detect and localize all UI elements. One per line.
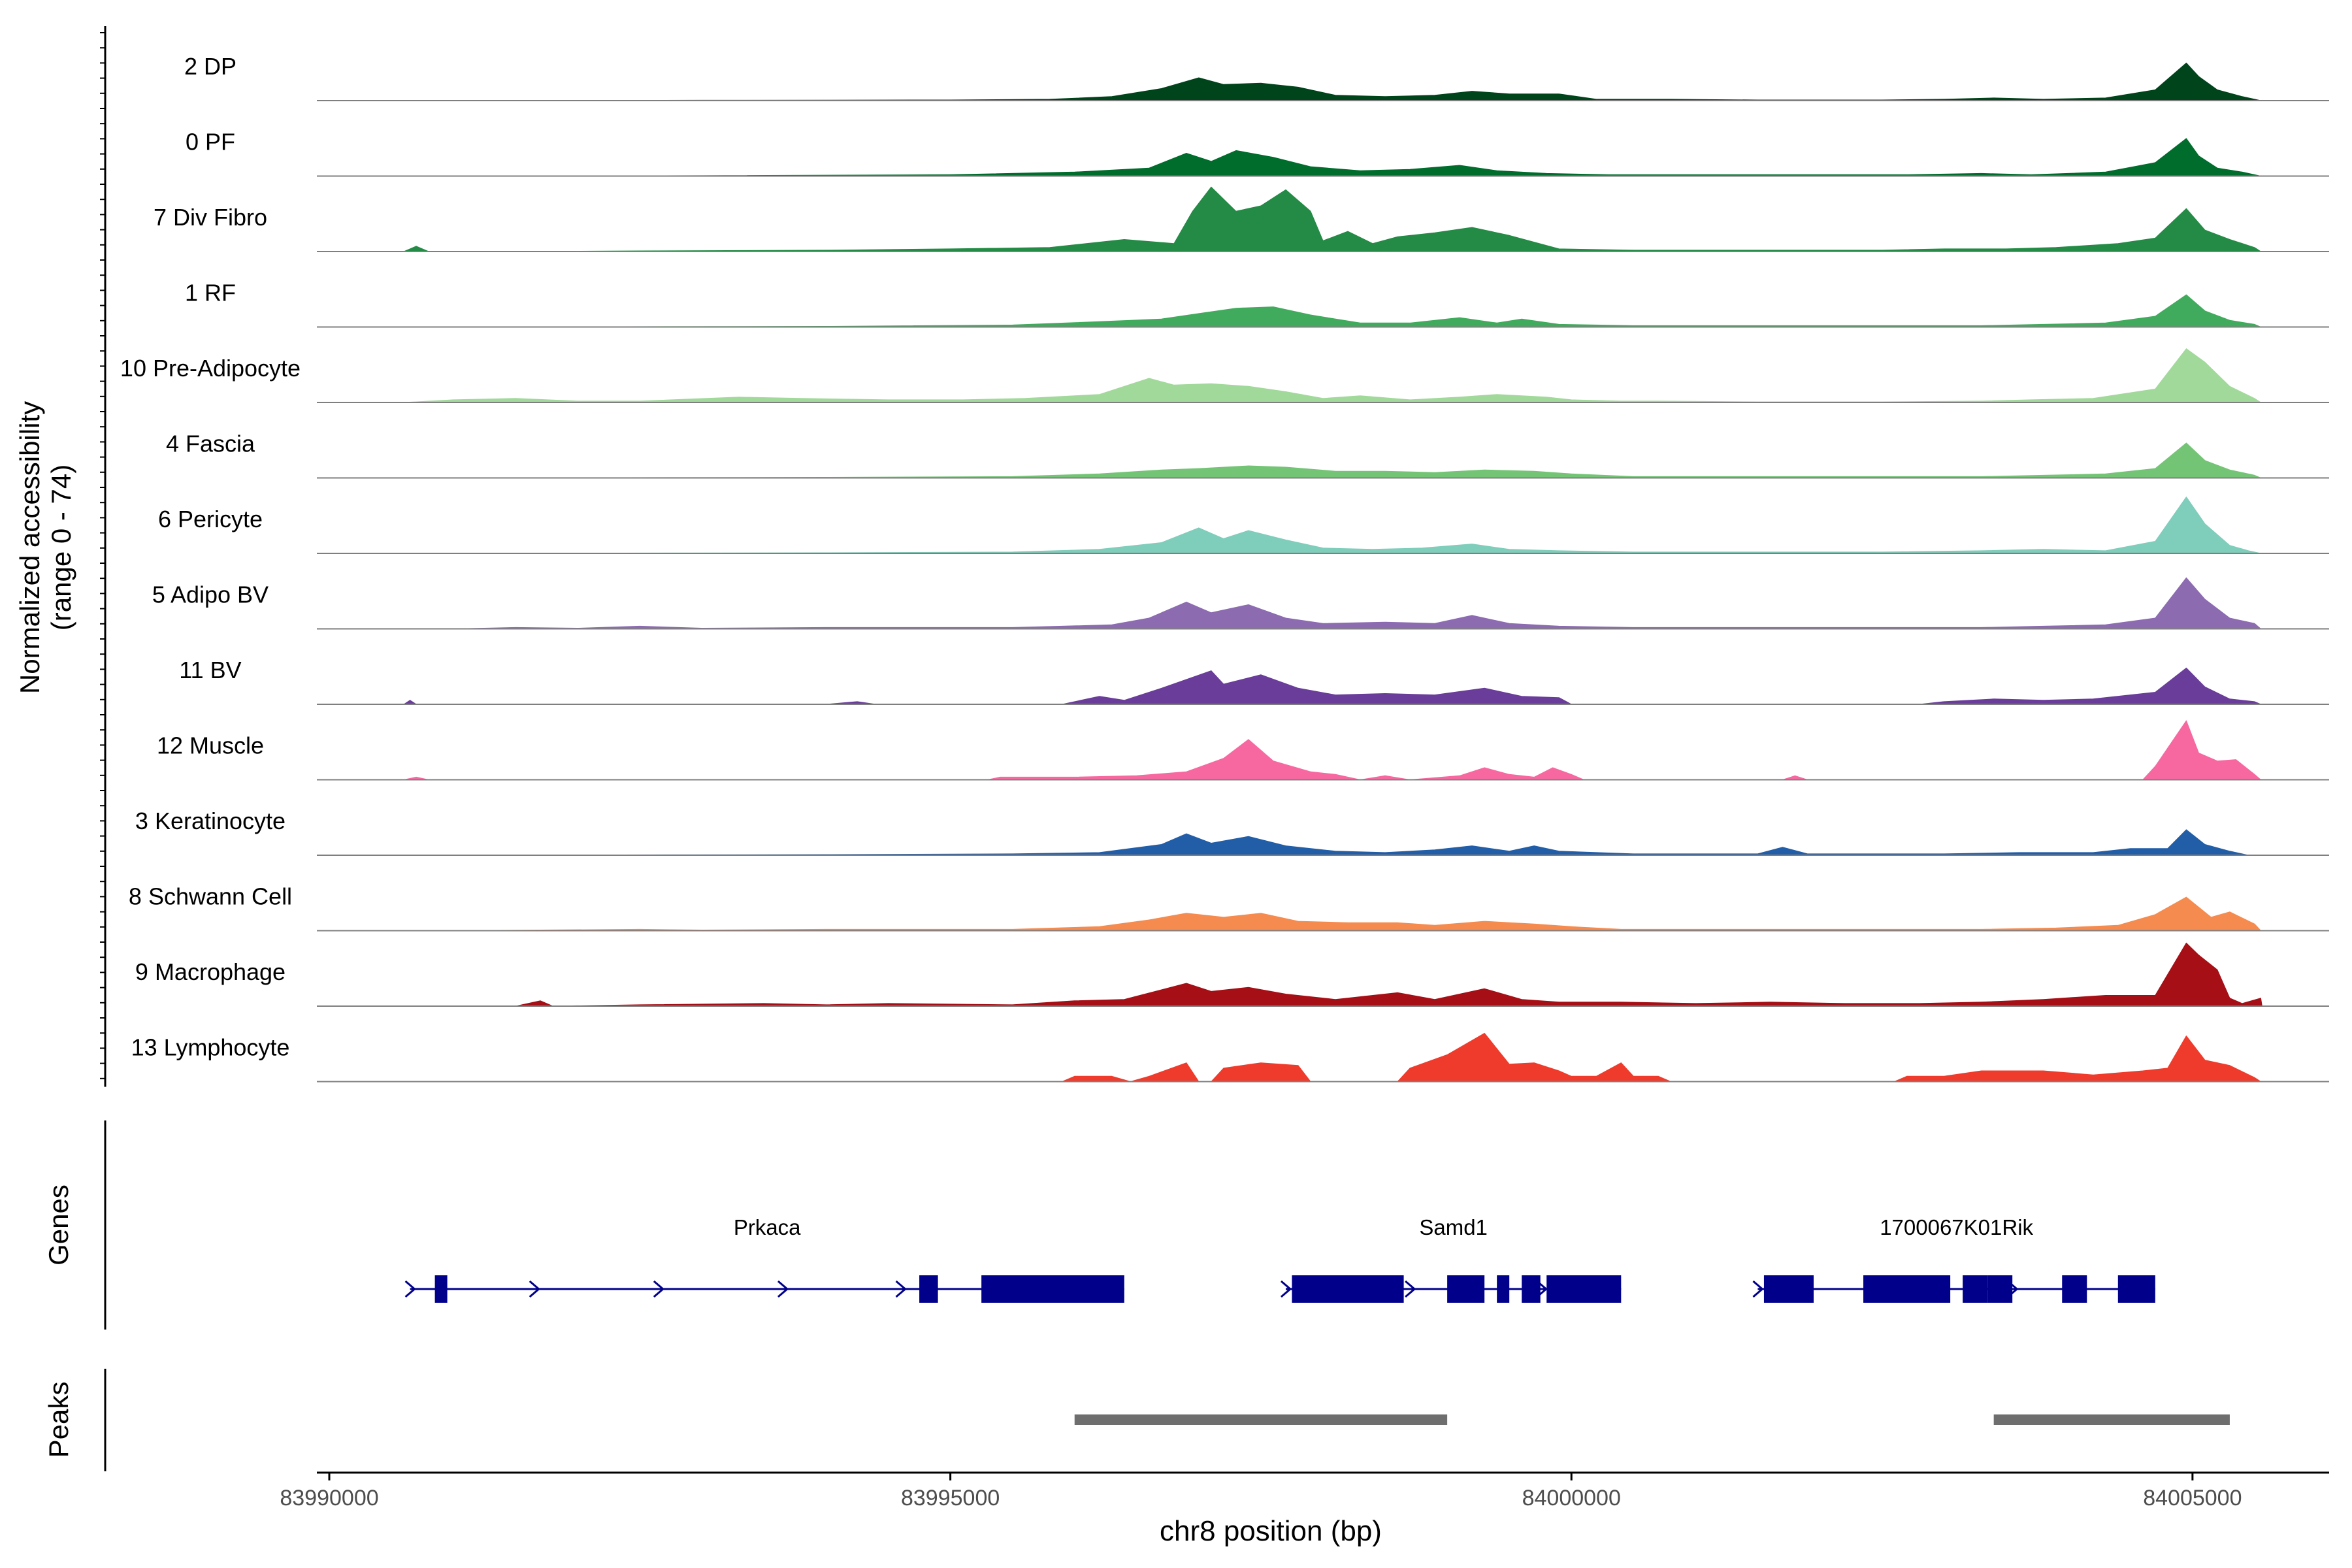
- track-label: 0 PF: [186, 129, 235, 155]
- strand-arrow: [1280, 1280, 1292, 1298]
- x-axis: 83990000 83995000 84000000 84005000: [280, 1471, 2329, 1511]
- gene: Samd1: [1280, 1215, 1622, 1303]
- track: 5 Adipo BV: [152, 577, 2329, 630]
- track: 13 Lymphocyte: [131, 1032, 2329, 1083]
- coverage-area: [453, 442, 2261, 478]
- gene-exon: [434, 1275, 448, 1303]
- coverage-area: [403, 667, 2261, 705]
- strand-arrow: [404, 1280, 416, 1298]
- track: 8 Schwann Cell: [129, 883, 2329, 932]
- gene-exon: [1763, 1275, 1814, 1303]
- track: 3 Keratinocyte: [135, 808, 2329, 856]
- peaks-label: Peaks: [43, 1382, 74, 1458]
- gene-exon: [1447, 1275, 1485, 1303]
- track: 10 Pre-Adipocyte: [120, 348, 2329, 403]
- coverage-area: [403, 186, 2261, 252]
- y-axis-label-line1: Normalized accessibility: [14, 401, 45, 694]
- track-label: 11 BV: [179, 657, 241, 683]
- peaks-panel: Peaks: [43, 1369, 2230, 1471]
- track: 6 Pericyte: [158, 497, 2329, 554]
- gene-exon: [1497, 1275, 1510, 1303]
- gene-exon: [1522, 1275, 1541, 1303]
- track-label: 9 Macrophage: [135, 958, 286, 985]
- gene-exon: [1987, 1275, 2013, 1303]
- peak-bar: [1074, 1414, 1448, 1425]
- gene-exon: [1546, 1275, 1622, 1303]
- x-tick-label: 83995000: [901, 1486, 1000, 1511]
- gene: Prkaca: [404, 1215, 1124, 1303]
- track-label: 2 DP: [184, 53, 237, 80]
- coverage-panel: 2 DP 0 PF 7 Div Fibro 1 RF 10 Pre-Adipocyte 4…: [100, 26, 2329, 1087]
- gene-name: Prkaca: [734, 1215, 801, 1239]
- coverage-area: [453, 829, 2249, 856]
- coverage-area: [403, 348, 2261, 403]
- track-label: 12 Muscle: [157, 732, 264, 759]
- track-label: 7 Div Fibro: [154, 204, 267, 231]
- track: 1 RF: [185, 280, 2329, 328]
- gene-exon: [981, 1275, 1124, 1303]
- coverage-area: [453, 62, 2261, 101]
- track-label: 4 Fascia: [166, 431, 255, 457]
- track-label: 13 Lymphocyte: [131, 1034, 290, 1061]
- y-axis-label-line2: (range 0 - 74): [46, 465, 76, 630]
- track: 11 BV: [179, 657, 2329, 705]
- coverage-area: [1062, 1032, 2261, 1082]
- x-axis-label: chr8 position (bp): [1160, 1515, 1382, 1547]
- gene-exon: [2062, 1275, 2087, 1303]
- gene-name: 1700067K01Rik: [1880, 1215, 2033, 1239]
- gene-exon: [2117, 1275, 2155, 1303]
- track: 2 DP: [184, 53, 2329, 101]
- coverage-area: [453, 577, 2261, 629]
- strand-arrow: [653, 1280, 665, 1298]
- y-axis-label: Normalized accessibility (range 0 - 74): [14, 401, 76, 694]
- track: 9 Macrophage: [135, 942, 2329, 1007]
- track-label: 8 Schwann Cell: [129, 883, 292, 910]
- gene-name: Samd1: [1419, 1215, 1488, 1239]
- coverage-area: [515, 942, 2262, 1007]
- strand-arrow: [529, 1280, 541, 1298]
- gene-exon: [1292, 1275, 1404, 1303]
- gene: 1700067K01Rik: [1752, 1215, 2155, 1303]
- strand-arrow: [777, 1280, 789, 1298]
- coverage-area: [453, 896, 2261, 931]
- track-label: 1 RF: [185, 280, 236, 306]
- coverage-area: [453, 138, 2261, 176]
- track: 0 PF: [186, 129, 2329, 177]
- track-label: 5 Adipo BV: [152, 581, 269, 608]
- x-tick-label: 84005000: [2143, 1486, 2242, 1511]
- x-tick-label: 83990000: [280, 1486, 378, 1511]
- gene-exon: [919, 1275, 938, 1303]
- track-label: 10 Pre-Adipocyte: [120, 355, 301, 382]
- gene-exon: [1963, 1275, 1988, 1303]
- strand-arrow: [1752, 1280, 1764, 1298]
- x-tick-label: 84000000: [1522, 1486, 1621, 1511]
- gene-exon: [1863, 1275, 1951, 1303]
- track: 7 Div Fibro: [154, 186, 2329, 252]
- strand-arrow: [895, 1280, 907, 1298]
- genes-panel: Genes Prkaca Samd1 1700067K01Rik: [43, 1120, 2155, 1330]
- track-label: 3 Keratinocyte: [135, 808, 286, 834]
- peak-bar: [1993, 1414, 2230, 1425]
- coverage-area: [403, 720, 2261, 780]
- coverage-area: [453, 497, 2261, 554]
- coverage-area: [453, 294, 2261, 327]
- track: 12 Muscle: [157, 720, 2329, 781]
- track-label: 6 Pericyte: [158, 506, 263, 532]
- genes-label: Genes: [43, 1184, 74, 1266]
- track: 4 Fascia: [166, 431, 2329, 479]
- strand-arrow: [1405, 1280, 1416, 1298]
